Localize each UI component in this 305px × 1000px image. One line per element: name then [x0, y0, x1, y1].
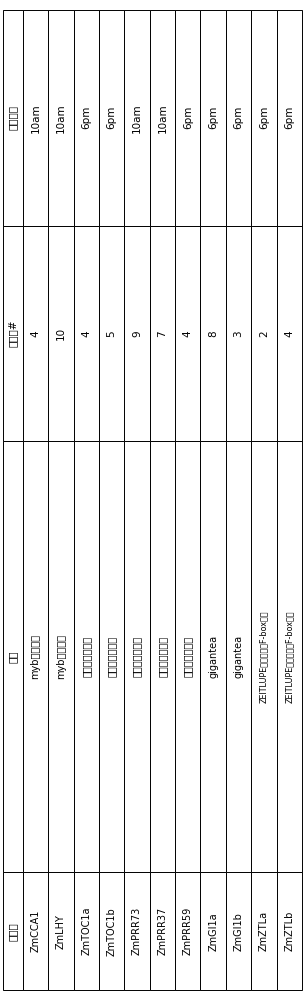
Text: ZEITLUPE，蛋白降解F-box蛋白: ZEITLUPE，蛋白降解F-box蛋白 [259, 611, 268, 703]
Bar [150, 226, 175, 441]
Bar [23, 872, 48, 990]
Text: 6pm: 6pm [234, 106, 243, 129]
Bar [3, 226, 23, 441]
Text: ZmPRR73: ZmPRR73 [132, 907, 142, 955]
Text: myb转录因子: myb转录因子 [30, 634, 41, 679]
Bar [23, 10, 48, 226]
Text: ZmPRR59: ZmPRR59 [183, 907, 193, 955]
Bar [251, 441, 277, 872]
Bar [277, 441, 302, 872]
Text: 4: 4 [30, 330, 41, 337]
Text: ZmGI1b: ZmGI1b [234, 912, 243, 951]
Bar [48, 441, 74, 872]
Bar [48, 872, 74, 990]
Text: 6pm: 6pm [284, 106, 294, 129]
Bar [277, 226, 302, 441]
Text: 7: 7 [157, 330, 167, 337]
Bar [175, 226, 200, 441]
Bar [226, 872, 251, 990]
Text: 6pm: 6pm [107, 106, 117, 129]
Bar [175, 872, 200, 990]
Bar [200, 872, 226, 990]
Text: ZmCCA1: ZmCCA1 [30, 910, 41, 952]
Text: 6pm: 6pm [81, 106, 91, 129]
Text: 4: 4 [183, 330, 193, 337]
Bar [277, 872, 302, 990]
Text: ZEITLUPE，蛋白降解F-box蛋白: ZEITLUPE，蛋白降解F-box蛋白 [285, 611, 294, 703]
Bar [124, 441, 150, 872]
Text: ZmTOC1b: ZmTOC1b [107, 907, 117, 956]
Bar [175, 10, 200, 226]
Bar [99, 226, 124, 441]
Text: 6pm: 6pm [183, 106, 193, 129]
Text: 10am: 10am [157, 103, 167, 133]
Text: 伪应答调控因子: 伪应答调控因子 [81, 636, 91, 677]
Text: 伪应答调控因子: 伪应答调控因子 [132, 636, 142, 677]
Text: 5: 5 [107, 330, 117, 337]
Bar [124, 872, 150, 990]
Bar [277, 10, 302, 226]
Text: 伪应答调控因子: 伪应答调控因子 [107, 636, 117, 677]
Bar [23, 441, 48, 872]
Bar [150, 10, 175, 226]
Bar [226, 441, 251, 872]
Text: ZmZTLa: ZmZTLa [259, 911, 269, 951]
Bar [74, 441, 99, 872]
Text: 6pm: 6pm [208, 106, 218, 129]
Bar [48, 10, 74, 226]
Bar [200, 226, 226, 441]
Text: 4: 4 [284, 330, 294, 337]
Bar [74, 226, 99, 441]
Bar [150, 441, 175, 872]
Text: 基因名: 基因名 [8, 922, 18, 941]
Text: ZmPRR37: ZmPRR37 [157, 907, 167, 955]
Bar [251, 872, 277, 990]
Text: ZmGI1a: ZmGI1a [208, 912, 218, 951]
Text: 10am: 10am [132, 103, 142, 133]
Bar [124, 226, 150, 441]
Bar [23, 226, 48, 441]
Bar [3, 10, 23, 226]
Text: 伪应答调控因子: 伪应答调控因子 [157, 636, 167, 677]
Text: 4: 4 [81, 330, 91, 337]
Text: 9: 9 [132, 330, 142, 337]
Bar [200, 10, 226, 226]
Bar [99, 872, 124, 990]
Bar [226, 226, 251, 441]
Text: 注释: 注释 [8, 651, 18, 663]
Bar [74, 10, 99, 226]
Bar [124, 10, 150, 226]
Text: 8: 8 [208, 330, 218, 337]
Text: gigantea: gigantea [208, 635, 218, 678]
Text: ZmLHY: ZmLHY [56, 914, 66, 949]
Bar [48, 226, 74, 441]
Text: ZmTOC1a: ZmTOC1a [81, 907, 91, 955]
Text: 3: 3 [234, 330, 243, 337]
Bar [3, 441, 23, 872]
Text: ZmZTLb: ZmZTLb [284, 911, 294, 951]
Bar [99, 441, 124, 872]
Bar [150, 872, 175, 990]
Bar [99, 10, 124, 226]
Text: myb转录因子: myb转录因子 [56, 634, 66, 679]
Text: 伪应答调控因子: 伪应答调控因子 [183, 636, 193, 677]
Text: 10: 10 [56, 327, 66, 340]
Bar [251, 10, 277, 226]
Text: 6pm: 6pm [259, 106, 269, 129]
Bar [251, 226, 277, 441]
Bar [226, 10, 251, 226]
Text: 染色体#: 染色体# [8, 320, 18, 347]
Bar [3, 872, 23, 990]
Text: 10am: 10am [56, 103, 66, 133]
Text: 2: 2 [259, 330, 269, 337]
Text: gigantea: gigantea [234, 635, 243, 678]
Text: 峰值表达: 峰值表达 [8, 105, 18, 130]
Bar [74, 872, 99, 990]
Bar [200, 441, 226, 872]
Text: 10am: 10am [30, 103, 41, 133]
Bar [175, 441, 200, 872]
